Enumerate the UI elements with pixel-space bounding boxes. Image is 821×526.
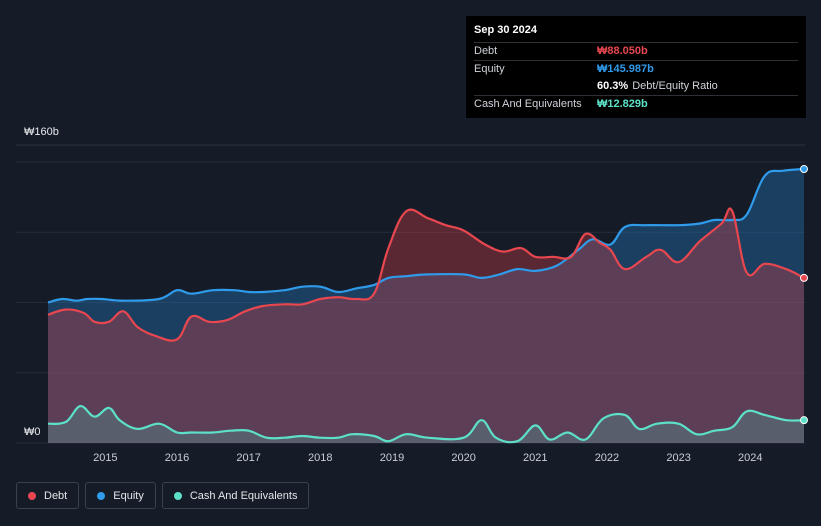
x-tick-label-2017: 2017 [236,452,260,464]
area-debt [48,208,804,443]
tooltip-row-debt: Debt ₩88.050b [474,42,798,60]
x-tick-label-2018: 2018 [308,452,332,464]
legend-cash-label: Cash And Equivalents [189,489,298,502]
line-equity [47,167,805,304]
x-tick-label-2023: 2023 [666,452,690,464]
tooltip-equity-label: Equity [474,63,505,75]
x-tick-label-2024: 2024 [738,452,762,464]
tooltip-debt-label: Debt [474,45,498,57]
tooltip-row-cash: Cash And Equivalents ₩12.829b [474,95,798,113]
equity-dot-icon [97,491,106,500]
legend-item-cash[interactable]: Cash And Equivalents [161,482,310,509]
tooltip-cash-label: Cash And Equivalents [474,98,582,110]
y-tick-label-bottom: ₩0 [24,426,41,438]
endpoint-cash-and-equivalents [800,416,808,425]
x-tick-label-2015: 2015 [93,452,117,464]
area-cash-and-equivalents [48,406,804,443]
area-equity [48,169,804,443]
tooltip-row-equity: Equity ₩145.987b [474,60,798,78]
x-tick-label-2016: 2016 [165,452,189,464]
debt-dot-icon [28,491,36,500]
line-debt [47,207,805,342]
y-tick-label-top: ₩160b [24,126,59,138]
cash-dot-icon [173,491,182,500]
legend-item-debt[interactable]: Debt [16,482,80,509]
tooltip-ratio-value: 60.3% [597,80,629,92]
tooltip-debt-value: ₩88.050b [597,45,648,57]
x-tick-label-2020: 2020 [451,452,475,464]
line-cash-and-equivalents [47,405,805,444]
tooltip-date: Sep 30 2024 [474,24,537,36]
x-tick-label-2019: 2019 [380,452,404,464]
x-tick-label-2022: 2022 [595,452,619,464]
tooltip-cash-value: ₩12.829b [597,98,648,110]
tooltip-ratio-label: Debt/Equity Ratio [632,80,718,92]
legend-equity-label: Equity [113,489,144,502]
endpoint-equity [800,165,808,174]
chart-legend: Debt Equity Cash And Equivalents [16,482,310,509]
tooltip-row-ratio: 60.3% Debt/Equity Ratio [474,78,798,95]
tooltip-equity-value: ₩145.987b [597,63,654,75]
x-tick-label-2021: 2021 [523,452,547,464]
legend-debt-label: Debt [44,489,68,502]
tooltip-panel: Sep 30 2024 Debt ₩88.050b Equity ₩145.98… [466,16,806,118]
endpoint-debt [800,273,808,282]
legend-item-equity[interactable]: Equity [85,482,156,509]
